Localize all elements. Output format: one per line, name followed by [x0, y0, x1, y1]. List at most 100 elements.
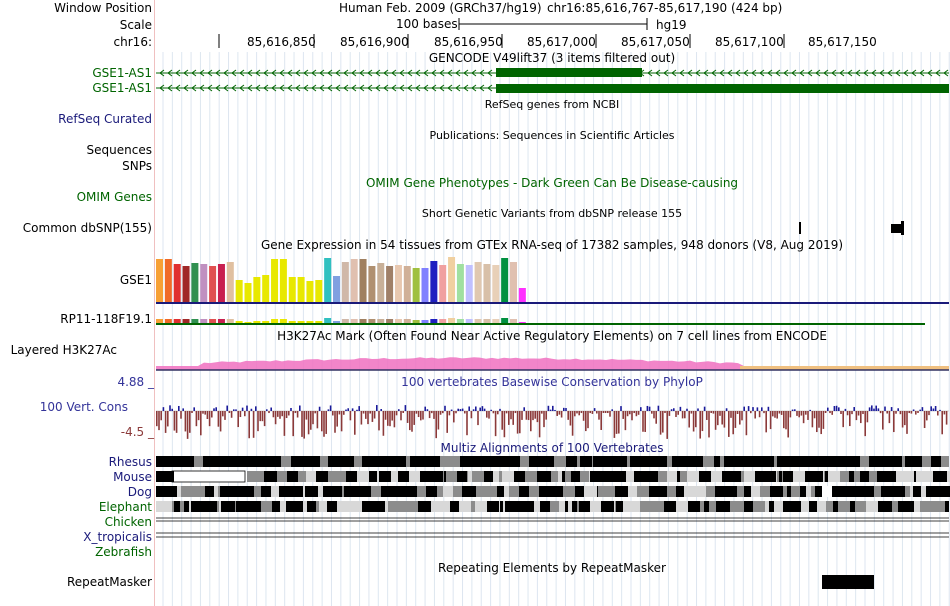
publications-track-title[interactable]: Publications: Sequences in Scientific Ar… [429, 129, 675, 142]
multiz-block [779, 486, 780, 497]
multiz-block [823, 471, 824, 482]
strand-arrow [159, 69, 165, 77]
gtex-bar [518, 288, 526, 302]
multiz-block [186, 456, 188, 467]
gtex-bar [191, 263, 199, 302]
phylop-bar [354, 411, 356, 435]
phylop-bar [420, 411, 422, 421]
phylop-bar [787, 411, 789, 438]
phylop-bar [868, 407, 871, 411]
repeatmasker-track-title[interactable]: Repeating Elements by RepeatMasker [438, 561, 666, 575]
phylop-bar [844, 408, 847, 411]
publications-sequences-label[interactable]: Sequences [86, 143, 152, 157]
h3k27ac-track-label[interactable]: Layered H3K27Ac [10, 343, 117, 357]
multiz-block [575, 486, 584, 497]
phylop-bar [765, 411, 767, 433]
phylop-bar [895, 411, 897, 414]
multiz-block [342, 486, 344, 497]
multiz-block [638, 471, 646, 482]
multiz-block [478, 486, 488, 497]
strand-arrow [335, 84, 341, 92]
strand-arrow [367, 84, 373, 92]
dbsnp-variant [901, 221, 904, 235]
multiz-block [741, 471, 744, 482]
strand-arrow [447, 84, 453, 92]
multiz-block [815, 471, 823, 482]
publications-snps-label[interactable]: SNPs [122, 159, 152, 173]
phylop-track-label[interactable]: 100 Vert. Cons [39, 400, 128, 414]
omim-track-title[interactable]: OMIM Gene Phenotypes - Dark Green Can Be… [365, 176, 739, 190]
multiz-block [661, 486, 667, 497]
multiz-block [926, 471, 933, 482]
strand-arrow [791, 69, 797, 77]
multiz-block [503, 501, 505, 512]
strand-arrow [487, 69, 493, 77]
multiz-block [379, 471, 391, 482]
phylop-bar [477, 411, 479, 426]
multiz-species-label[interactable]: Zebrafish [95, 545, 152, 559]
multiz-species-label[interactable]: Mouse [113, 470, 152, 484]
phylop-bar [358, 406, 360, 411]
phylop-bar [824, 411, 827, 414]
multiz-block [838, 501, 850, 512]
refseq-track-title[interactable]: RefSeq genes from NCBI [484, 98, 620, 111]
repeatmasker-track-label[interactable]: RepeatMasker [66, 575, 152, 589]
phylop-bar [576, 411, 578, 414]
gencode-item-label[interactable]: GSE1-AS1 [92, 81, 152, 95]
multiz-block [910, 486, 913, 497]
phylop-bar [888, 411, 891, 424]
gtex-gene-label[interactable]: RP11-118F19.1 [60, 312, 152, 326]
multiz-block [281, 456, 291, 467]
strand-arrow [359, 69, 365, 77]
multiz-block [920, 501, 923, 512]
multiz-block [731, 471, 741, 482]
gencode-item-label[interactable]: GSE1-AS1 [92, 66, 152, 80]
multiz-block [828, 456, 832, 467]
multiz-block [753, 501, 765, 512]
phylop-bar [411, 411, 413, 432]
gtex-bar [421, 268, 429, 302]
phylop-bar [334, 411, 336, 433]
dbsnp-track-label[interactable]: Common dbSNP(155) [22, 221, 152, 235]
phylop-bar [261, 411, 264, 422]
multiz-block [371, 456, 374, 467]
multiz-block [925, 456, 930, 467]
multiz-block [730, 501, 742, 512]
multiz-block [248, 456, 254, 467]
phylop-bar [802, 411, 805, 424]
gtex-bar-small [182, 319, 190, 324]
multiz-species-label[interactable]: Rhesus [108, 455, 152, 469]
phylop-track-title[interactable]: 100 vertebrates Basewise Conservation by… [401, 375, 703, 389]
omim-track-label[interactable]: OMIM Genes [76, 190, 152, 204]
multiz-block [902, 456, 905, 467]
phylop-bar [800, 411, 803, 416]
gencode-track-title[interactable]: GENCODE V49lift37 (3 items filtered out) [428, 51, 676, 65]
gtex-gene-label[interactable]: GSE1 [119, 273, 152, 287]
multiz-block [777, 471, 779, 482]
phylop-bar [591, 411, 594, 414]
multiz-block [392, 486, 398, 497]
multiz-species-label[interactable]: Dog [127, 485, 152, 499]
multiz-species-label[interactable]: Elephant [98, 500, 152, 514]
phylop-bar [827, 407, 829, 411]
multiz-block [540, 501, 550, 512]
multiz-block [370, 501, 374, 512]
multiz-block [820, 456, 828, 467]
phylop-bar [699, 411, 701, 439]
multiz-species-label[interactable]: Chicken [104, 515, 152, 529]
phylop-bar [776, 411, 778, 419]
phylop-bar [523, 407, 525, 411]
gtex-bar [394, 265, 402, 302]
gtex-track-title[interactable]: Gene Expression in 54 tissues from GTEx … [260, 238, 844, 252]
multiz-block [744, 501, 753, 512]
multiz-track-title[interactable]: Multiz Alignments of 100 Vertebrates [440, 441, 664, 455]
phylop-bar [791, 409, 794, 411]
multiz-block [593, 456, 605, 467]
multiz-block [680, 456, 688, 467]
dbsnp-track-title[interactable]: Short Genetic Variants from dbSNP releas… [421, 207, 683, 220]
h3k27ac-track-title[interactable]: H3K27Ac Mark (Often Found Near Active Re… [277, 329, 827, 343]
multiz-species-label[interactable]: X_tropicalis [83, 530, 152, 544]
multiz-block [306, 471, 316, 482]
refseq-track-label[interactable]: RefSeq Curated [58, 112, 152, 126]
